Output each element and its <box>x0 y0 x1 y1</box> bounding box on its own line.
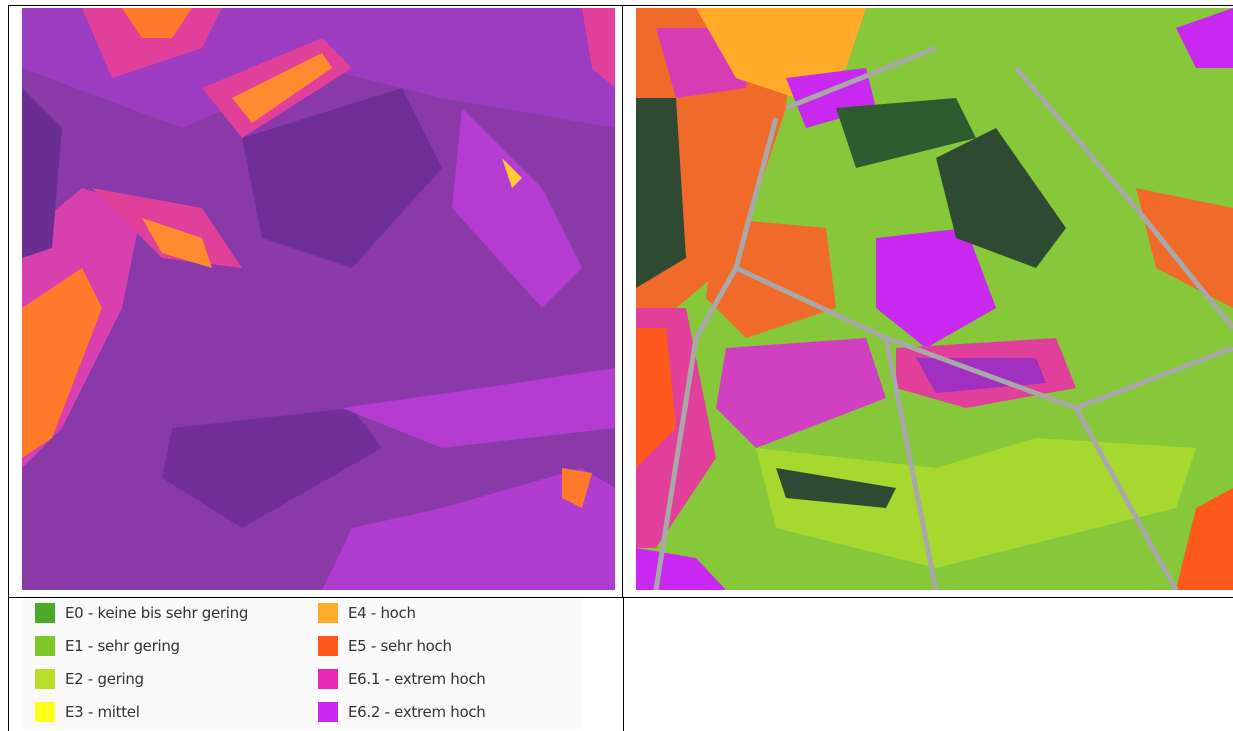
erosion-map-right <box>636 8 1233 590</box>
legend-swatch <box>318 702 338 722</box>
legend-swatch <box>35 669 55 689</box>
page: E0 - keine bis sehr gering E1 - sehr geri… <box>0 0 1233 731</box>
cell-divider <box>623 598 624 731</box>
legend-swatch <box>35 603 55 623</box>
legend-label: E6.1 - extrem hoch <box>348 669 486 689</box>
legend-label: E5 - sehr hoch <box>348 636 452 656</box>
legend-label: E2 - gering <box>65 669 144 689</box>
legend-swatch <box>35 702 55 722</box>
legend-label: E3 - mittel <box>65 702 140 722</box>
legend-label: E1 - sehr gering <box>65 636 180 656</box>
legend-label: E4 - hoch <box>348 603 416 623</box>
legend: E0 - keine bis sehr gering E1 - sehr geri… <box>22 599 582 729</box>
legend-label: E0 - keine bis sehr gering <box>65 603 248 623</box>
erosion-map-left <box>22 8 615 590</box>
legend-swatch <box>318 669 338 689</box>
legend-swatch <box>318 603 338 623</box>
legend-label: E6.2 - extrem hoch <box>348 702 486 722</box>
legend-swatch <box>318 636 338 656</box>
legend-swatch <box>35 636 55 656</box>
